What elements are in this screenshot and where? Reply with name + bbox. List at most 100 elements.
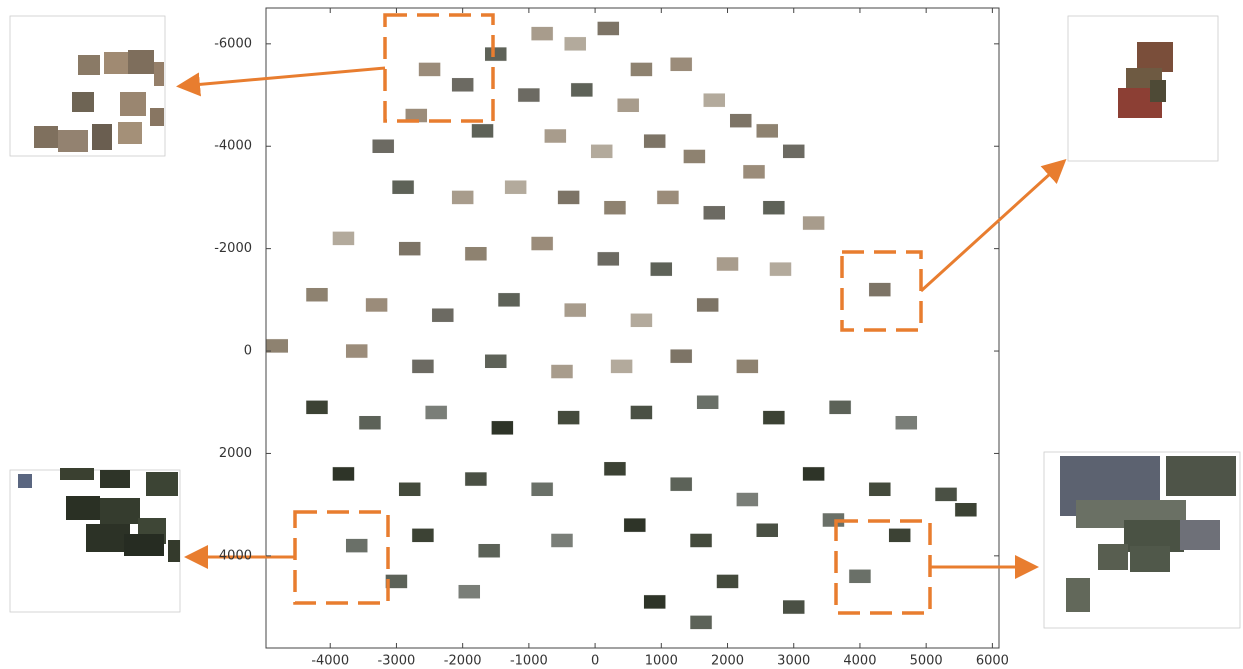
thumbnail [557, 190, 580, 205]
thumbnail [623, 517, 647, 533]
thumbnail [431, 307, 455, 323]
thumbnail [411, 528, 435, 543]
thumbnail [464, 246, 488, 262]
thumbnail [345, 343, 368, 359]
x-tick-label: -2000 [444, 654, 482, 669]
thumbnail [729, 113, 753, 128]
thumbnail [762, 200, 786, 215]
thumbnail [802, 466, 825, 482]
thumbnail [616, 98, 640, 113]
thumbnail [411, 359, 435, 374]
thumbnail [365, 297, 388, 313]
thumbnail [630, 405, 653, 420]
thumbnail [782, 144, 805, 159]
thumbnail [570, 82, 594, 98]
thumbnail [603, 200, 627, 215]
arrow [176, 66, 386, 97]
thumbnail [630, 313, 653, 328]
highlight-box [383, 13, 495, 123]
inset [1043, 451, 1241, 629]
thumbnail [895, 415, 918, 430]
thumbnail [643, 133, 666, 149]
thumbnail [497, 292, 521, 308]
thumbnail [736, 492, 759, 507]
thumbnail [464, 471, 488, 487]
thumbnail [305, 287, 329, 302]
x-tick-label: 1000 [645, 654, 678, 669]
thumbnail [610, 359, 633, 374]
thumbnail [696, 297, 719, 313]
x-tick-label: -1000 [510, 654, 548, 669]
thumbnail [557, 410, 580, 425]
thumbnail [689, 615, 713, 630]
inset [1067, 15, 1219, 162]
axes-frame [265, 7, 1000, 649]
thumbnail [544, 128, 567, 144]
y-tick-label: 2000 [219, 446, 252, 461]
thumbnail [398, 482, 421, 497]
thumbnail [345, 538, 368, 553]
thumbnail [828, 400, 852, 415]
y-tick-label: -4000 [214, 139, 252, 154]
thumbnail [550, 533, 574, 548]
y-tick-label: 4000 [219, 548, 252, 563]
thumbnail [868, 282, 892, 297]
x-tick-label: 3000 [777, 654, 810, 669]
thumbnail [398, 241, 421, 256]
thumbnail [782, 599, 805, 615]
thumbnail [385, 574, 408, 589]
thumbnail [689, 533, 713, 548]
y-tick-label: -2000 [214, 241, 252, 256]
thumbnail [530, 26, 554, 41]
thumbnail [848, 569, 872, 584]
thumbnail [550, 364, 574, 379]
thumbnail [669, 476, 693, 492]
thumbnail [305, 400, 329, 415]
thumbnail [603, 461, 627, 477]
thumbnail [477, 543, 501, 558]
thumbnail [762, 410, 786, 425]
thumbnail [332, 231, 355, 246]
thumbnail [418, 62, 441, 77]
thumbnail [755, 522, 779, 538]
inset [9, 15, 166, 157]
thumbnail [888, 528, 911, 543]
thumbnail [563, 302, 587, 318]
thumbnail [358, 415, 382, 430]
thumbnail [471, 123, 494, 139]
x-tick-label: 2000 [711, 654, 744, 669]
thumbnail [371, 138, 395, 154]
thumbnail [484, 354, 508, 369]
thumbnail [736, 359, 759, 374]
y-tick-label: 0 [244, 344, 252, 359]
thumbnail [669, 57, 693, 72]
thumbnail [530, 236, 554, 251]
thumbnails [266, 21, 978, 630]
thumbnail [643, 594, 666, 610]
x-tick-label: -4000 [311, 654, 349, 669]
x-tick-label: 4000 [843, 654, 876, 669]
plot-area [266, 8, 999, 648]
thumbnail [458, 584, 481, 599]
thumbnail [868, 482, 892, 497]
thumbnail [484, 46, 508, 62]
thumbnail [451, 77, 474, 93]
thumbnail [597, 251, 620, 267]
thumbnail [802, 215, 825, 231]
thumbnail [716, 574, 739, 589]
x-tick-label: -3000 [378, 654, 416, 669]
thumbnail [683, 149, 706, 164]
x-tick-label: 0 [591, 654, 599, 669]
thumbnail [742, 164, 766, 180]
thumbnail [504, 179, 527, 195]
thumbnail [563, 36, 587, 52]
thumbnail [590, 144, 613, 159]
thumbnail [703, 92, 726, 108]
thumbnail [424, 405, 448, 420]
thumbnail [451, 190, 474, 205]
thumbnail [650, 261, 673, 277]
thumbnail [656, 190, 680, 205]
thumbnail [703, 205, 726, 221]
thumbnail [630, 62, 653, 77]
